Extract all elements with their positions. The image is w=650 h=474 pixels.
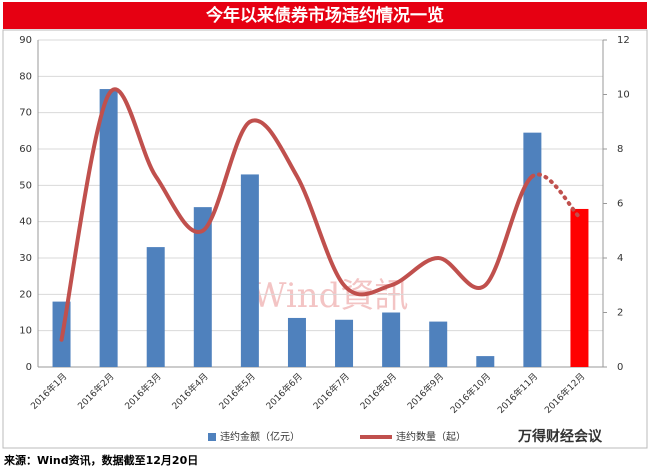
bar: [335, 319, 354, 367]
brand: 万得财经会议: [517, 428, 603, 445]
y-tick-label: 10: [19, 326, 32, 337]
legend-label: 违约数量（起）: [396, 430, 466, 443]
legend-label: 违约金额（亿元）: [220, 430, 300, 443]
y2-tick-label: 2: [617, 308, 623, 319]
frame: [2, 29, 648, 449]
y-tick-label: 20: [19, 289, 32, 300]
y2-tick-label: 0: [617, 362, 623, 373]
bar: [429, 321, 448, 367]
line-dashed: [530, 172, 582, 220]
bar: [193, 207, 212, 367]
bar: [476, 356, 495, 367]
y2-tick-label: 4: [617, 253, 623, 264]
y-tick-label: 50: [19, 180, 32, 191]
y2-tick-label: 6: [617, 199, 623, 210]
y-tick-label: 0: [26, 362, 32, 373]
y2-tick-label: 12: [617, 35, 630, 46]
bar: [570, 208, 589, 367]
y-tick-label: 40: [19, 217, 32, 228]
title-banner: [3, 2, 647, 29]
y-tick-label: 90: [19, 35, 32, 46]
bar: [240, 174, 259, 367]
y2-tick-label: 8: [617, 144, 623, 155]
bar: [99, 89, 118, 368]
y-tick-label: 70: [19, 108, 32, 119]
legend-swatch: [208, 433, 216, 441]
bar: [146, 247, 165, 367]
source: 来源：Wind资讯，数据截至12月20日: [3, 453, 198, 467]
y-tick-label: 60: [19, 144, 32, 155]
chart-title: 今年以来债券市场违约情况一览: [206, 5, 444, 26]
y2-tick-label: 10: [617, 90, 630, 101]
line: [59, 87, 535, 342]
bar: [382, 312, 401, 367]
y-tick-label: 30: [19, 253, 32, 264]
watermark: Wind資訊: [252, 276, 409, 316]
bar: [523, 132, 542, 367]
bar: [287, 317, 306, 367]
y-tick-label: 80: [19, 71, 32, 82]
